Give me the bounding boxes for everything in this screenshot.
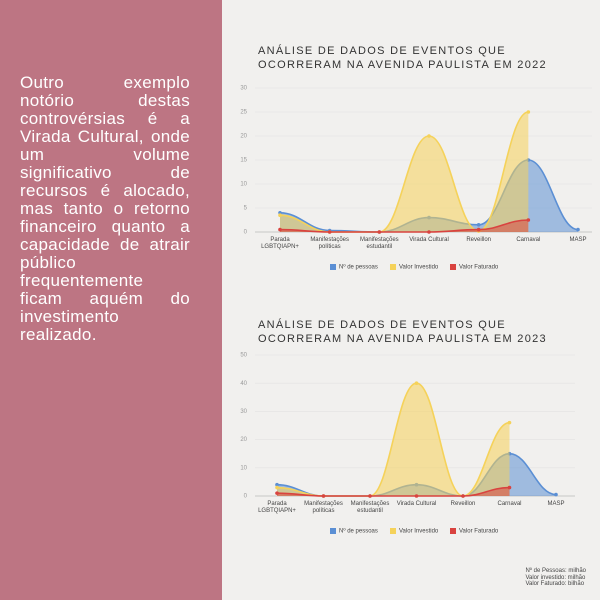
y-tick-label: 20 (240, 134, 247, 140)
x-tick-label: Carnaval (497, 501, 522, 507)
y-tick-label: 25 (240, 110, 247, 116)
x-tick-label: Parada LGBTQIAPN+ (258, 501, 296, 514)
legend-label: Nº de pessoas (339, 528, 378, 535)
point (526, 110, 531, 114)
legend-swatch (390, 528, 396, 534)
point (414, 494, 419, 498)
point (576, 227, 580, 232)
legend-label: Nº de pessoas (339, 264, 378, 271)
point (278, 213, 282, 217)
legend-swatch (450, 528, 456, 534)
chart-title: ANÁLISE DE DADOS DE EVENTOS QUE OCORRERA… (258, 45, 547, 71)
y-tick-label: 50 (240, 353, 247, 359)
legend-label: Valor Faturado (459, 529, 499, 535)
x-tick-label: MASP (547, 501, 565, 507)
legend-swatch (330, 264, 336, 270)
x-tick-label: Virada Cultural (396, 501, 437, 507)
line (279, 219, 529, 233)
note: Valor Faturado: bilhão (525, 581, 585, 587)
point (554, 492, 558, 497)
x-tick-label: Manifestações estudantil (359, 237, 399, 250)
point (476, 223, 481, 227)
legend-swatch (330, 528, 336, 534)
y-tick-label: 40 (240, 381, 247, 387)
point (278, 227, 282, 232)
point (476, 227, 481, 232)
y-tick-label: 0 (244, 230, 248, 236)
y-tick-label: 30 (240, 86, 247, 92)
legend-label: Valor Investido (399, 529, 439, 535)
y-tick-label: 20 (240, 437, 247, 443)
legend-swatch (390, 264, 396, 270)
y-tick-label: 30 (240, 409, 247, 415)
legend-swatch (450, 264, 456, 270)
point (275, 482, 279, 487)
point (414, 381, 419, 386)
y-tick-label: 5 (244, 206, 248, 212)
point (526, 218, 531, 222)
y-tick-label: 0 (244, 494, 248, 500)
point (275, 491, 279, 495)
notes: Nº de Pessoas: milhão Valor investido: m… (525, 568, 586, 588)
point (275, 485, 279, 490)
point (377, 230, 382, 234)
y-tick-label: 10 (240, 182, 247, 188)
point (461, 494, 465, 498)
x-tick-label: Manifestações políticas (310, 237, 349, 250)
x-tick-label: MASP (569, 237, 587, 243)
point (321, 494, 326, 498)
note: Valor investido: milhão (525, 574, 586, 581)
x-tick-label: Carnaval (516, 237, 541, 243)
y-tick-label: 10 (240, 465, 247, 471)
x-tick-label: Reveillon (450, 501, 476, 507)
point (368, 494, 372, 498)
x-tick-label: Parada LGBTQIAPN+ (261, 237, 299, 250)
x-tick-label: Manifestações políticas (304, 501, 343, 514)
point (427, 134, 431, 138)
text-panel: Outro exemplo notório destas controvérsi… (0, 0, 222, 600)
x-tick-label: Reveillon (466, 237, 491, 243)
point (507, 485, 512, 490)
legend-label: Valor Investido (399, 265, 439, 271)
legend-label: Valor Faturado (459, 265, 499, 271)
x-tick-label: Virada Cultural (409, 237, 449, 243)
point (327, 230, 332, 234)
area (280, 112, 529, 232)
point (427, 230, 431, 234)
line (276, 486, 510, 497)
body-text: Outro exemplo notório destas controvérsi… (20, 73, 190, 344)
chart-title: ANÁLISE DE DADOS DE EVENTOS QUE OCORRERA… (258, 319, 547, 345)
point (507, 420, 512, 425)
note: Nº de Pessoas: milhão (525, 568, 586, 574)
y-tick-label: 15 (240, 158, 247, 164)
x-tick-label: Manifestações estudantil (350, 501, 390, 514)
